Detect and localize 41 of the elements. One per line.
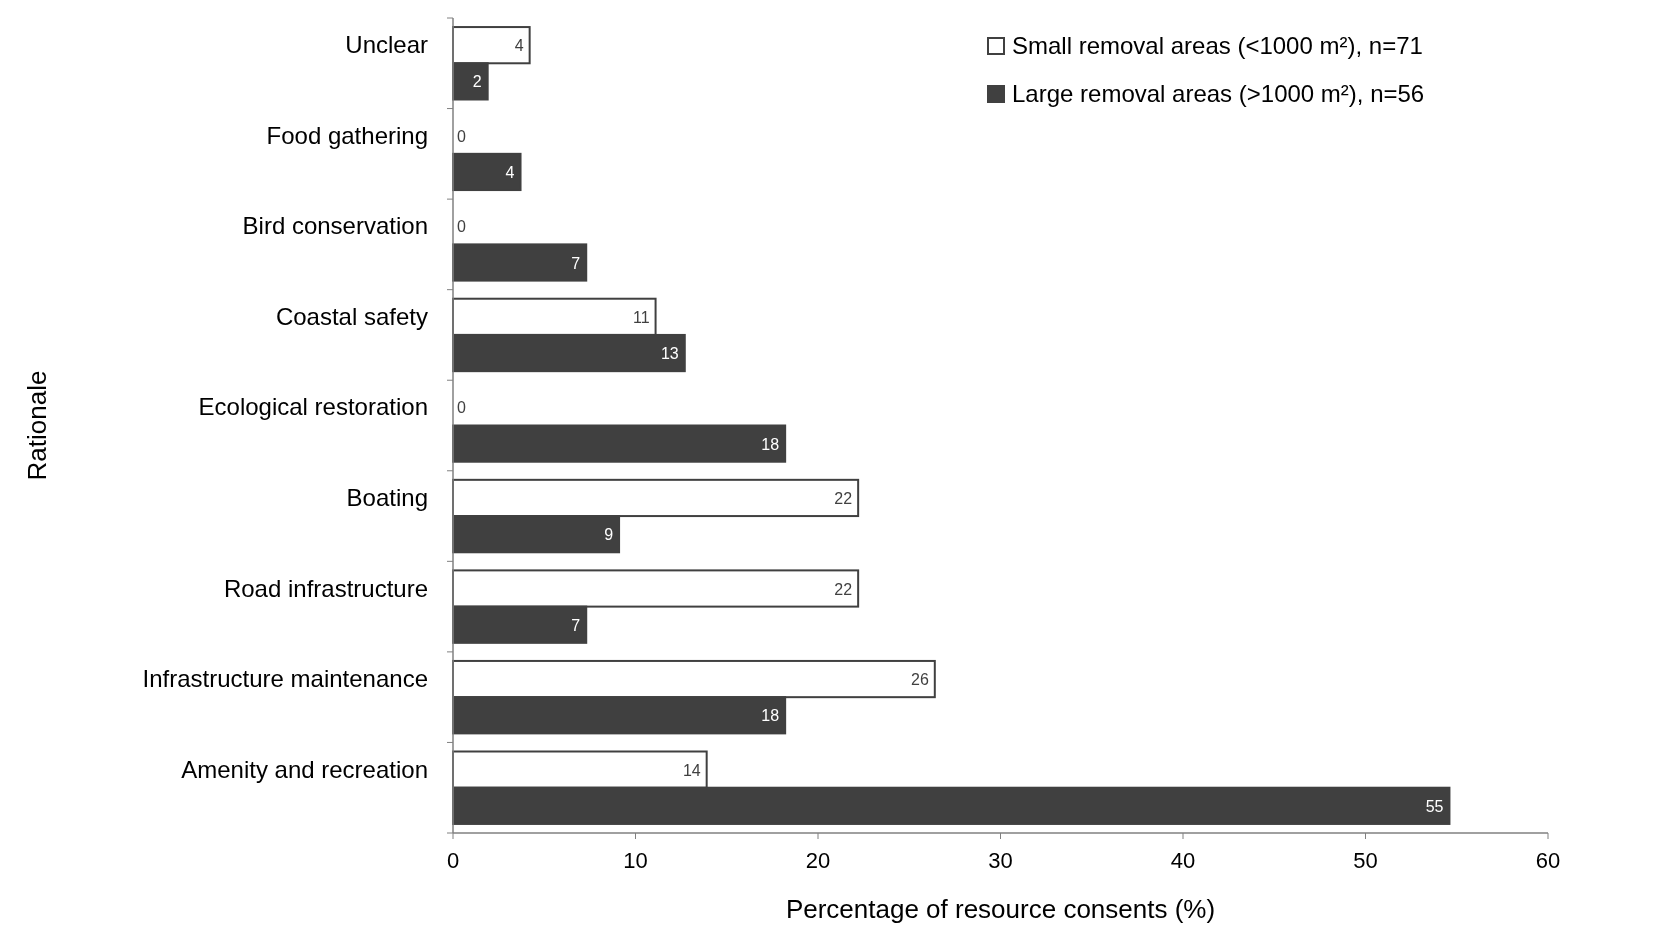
data-label: 55 bbox=[1425, 797, 1444, 815]
y-tick-label: Road infrastructure bbox=[223, 574, 428, 602]
data-label: 0 bbox=[457, 127, 466, 145]
data-label: 7 bbox=[571, 254, 581, 272]
x-tick-label: 60 bbox=[1535, 848, 1561, 873]
data-label: 11 bbox=[632, 308, 650, 326]
x-tick-label: 50 bbox=[1353, 848, 1378, 873]
data-label: 4 bbox=[514, 37, 524, 55]
x-tick-label: 30 bbox=[988, 848, 1013, 873]
data-label: 22 bbox=[834, 489, 853, 507]
bar bbox=[452, 424, 787, 463]
x-axis-title: Percentage of resource consents (%) bbox=[785, 894, 1216, 924]
x-tick-label: 20 bbox=[805, 848, 831, 873]
y-tick-label: Amenity and recreation bbox=[181, 755, 428, 783]
data-label: 26 bbox=[911, 671, 929, 689]
data-label: 14 bbox=[682, 761, 701, 779]
y-tick-label: Coastal safety bbox=[275, 302, 428, 330]
data-label: 4 bbox=[505, 163, 515, 181]
data-label: 0 bbox=[457, 218, 466, 236]
data-label: 2 bbox=[472, 73, 482, 91]
y-tick-label: Unclear bbox=[345, 31, 428, 59]
data-label: 0 bbox=[457, 399, 466, 417]
legend-label: Small removal areas (<1000 m²), n=71 bbox=[1012, 32, 1423, 59]
y-tick-label: Food gathering bbox=[266, 121, 428, 149]
data-label: 9 bbox=[604, 526, 614, 544]
x-tick-label: 10 bbox=[623, 848, 648, 873]
y-axis-title: Rationale bbox=[22, 370, 52, 481]
data-label: 7 bbox=[571, 616, 581, 634]
y-tick-label: Boating bbox=[346, 483, 428, 511]
data-label: 18 bbox=[761, 707, 780, 725]
data-label: 18 bbox=[761, 435, 780, 453]
x-tick-label: 40 bbox=[1170, 848, 1196, 873]
y-tick-label: Ecological restoration bbox=[198, 393, 428, 421]
bar bbox=[452, 152, 522, 192]
legend-label: Large removal areas (>1000 m²), n=56 bbox=[1012, 80, 1425, 107]
y-tick-label: Bird conservation bbox=[242, 212, 428, 240]
bar bbox=[452, 243, 588, 282]
x-tick-label: 0 bbox=[446, 848, 460, 873]
data-label: 22 bbox=[834, 580, 853, 598]
y-tick-label: Infrastructure maintenance bbox=[142, 665, 428, 693]
data-label: 13 bbox=[660, 345, 679, 363]
